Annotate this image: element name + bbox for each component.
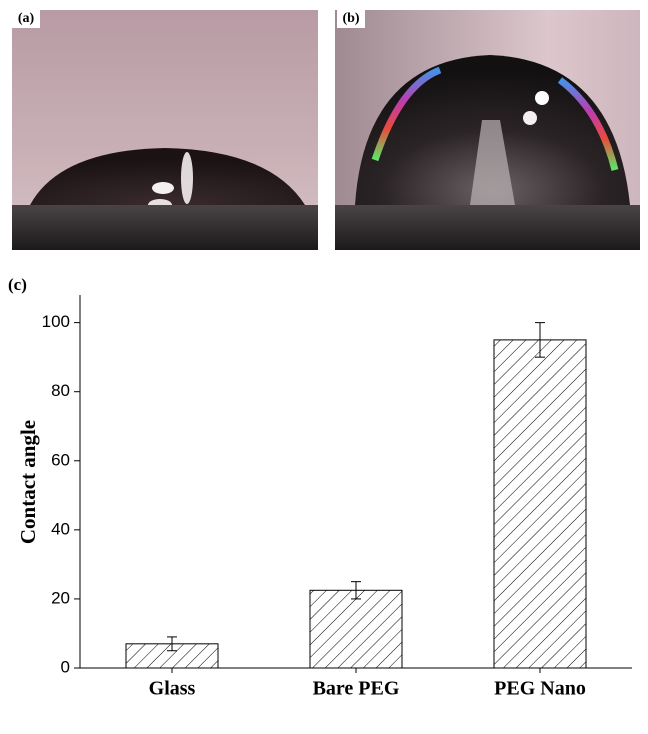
y-tick-label: 60 [51,450,70,469]
figure: (a) (b) (c) Contact angle 0 20 40 60 80 100 Gl… [0,0,648,729]
panel-label: (a) [18,11,35,26]
y-tick-label: 0 [61,657,70,676]
photo-a: (a) [12,10,318,250]
panel-label: (b) [342,11,359,26]
bar [310,590,402,668]
y-tick-label: 80 [51,381,70,400]
panel-label: (c) [8,275,27,294]
y-axis-label: Contact angle [16,420,40,544]
photo-b: (b) [335,10,640,250]
x-tick-label: Glass [149,678,196,700]
x-tick-label: PEG Nano [494,678,586,700]
page: (a) (b) (c) Contact angle 0 20 40 60 80 100 Gl… [0,0,648,734]
plot: 0 20 40 60 80 100 Glass Bare PEG PEG Nano [42,312,586,699]
y-tick-label: 100 [42,312,70,331]
y-tick-label: 40 [51,519,70,538]
y-tick-label: 20 [51,588,70,607]
x-tick-label: Bare PEG [313,678,400,700]
bar [494,340,586,668]
